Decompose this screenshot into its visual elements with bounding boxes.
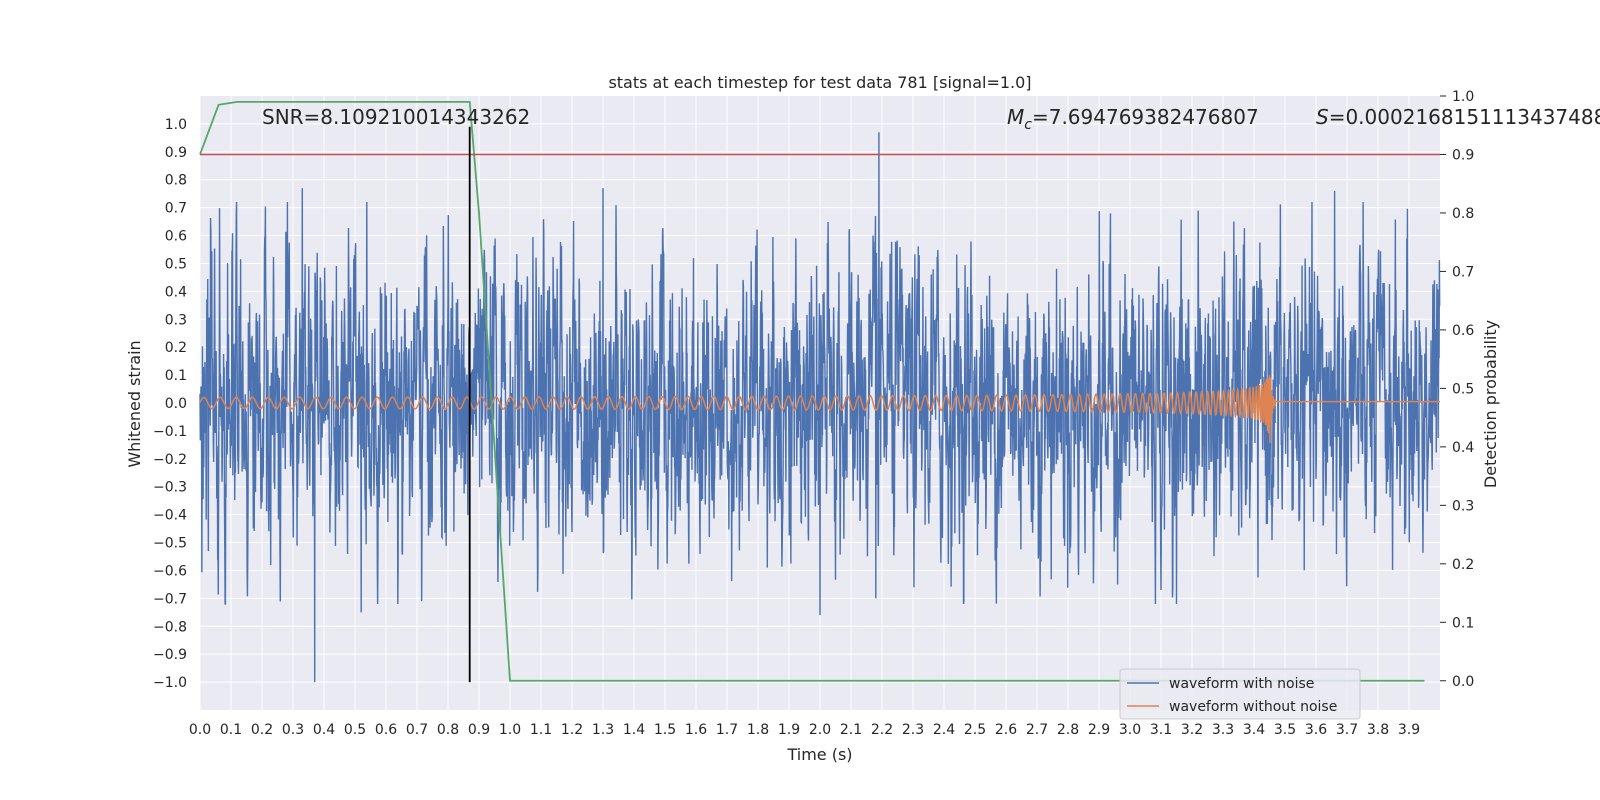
x-tick-label: 1.2 <box>561 722 583 738</box>
y2-tick-label: 0.1 <box>1452 615 1474 631</box>
y2-tick-label: 0.4 <box>1452 440 1474 456</box>
x-tick-label: 3.2 <box>1181 722 1203 738</box>
x-tick-label: 0.1 <box>220 722 242 738</box>
x-tick-label: 0.5 <box>344 722 366 738</box>
y2-tick-label: 0.3 <box>1452 498 1474 514</box>
legend-label-noise: waveform with noise <box>1169 676 1314 692</box>
tick-labels: 0.0 0.1 0.2 0.3 0.4 0.5 0.6 0.7 0.8 0.9 1.0 1.1 1.2 1… <box>153 89 1474 738</box>
x-tick-label: 1.7 <box>716 722 738 738</box>
x-tick-label: 3.3 <box>1212 722 1234 738</box>
x-tick-label: 2.6 <box>995 722 1017 738</box>
y-tick-label: −0.9 <box>153 647 187 663</box>
y-tick-label: 0.4 <box>165 284 187 300</box>
x-tick-label: 1.6 <box>685 722 707 738</box>
x-tick-label: 2.8 <box>1057 722 1079 738</box>
x-tick-label: 2.4 <box>933 722 955 738</box>
waveform-without-noise-line <box>199 374 1440 443</box>
y-tick-label: −0.7 <box>153 591 187 607</box>
x-tick-label: 0.3 <box>282 722 304 738</box>
annotation-chirp-mass: Mc=7.694769382476807 <box>1007 105 1259 133</box>
y-tick-label: −0.4 <box>153 508 187 524</box>
y-tick-label: 1.0 <box>165 117 187 133</box>
x-tick-label: 2.3 <box>902 722 924 738</box>
y2-axis-label: Detection probability <box>1481 320 1500 488</box>
x-tick-label: 1.4 <box>623 722 645 738</box>
legend: waveform with noise waveform without noi… <box>1119 668 1361 720</box>
x-tick-label: 2.7 <box>1026 722 1048 738</box>
s-symbol: S <box>1316 105 1329 129</box>
x-tick-label: 0.7 <box>406 722 428 738</box>
y-tick-label: 0.5 <box>165 256 187 272</box>
series-waveform-without-noise <box>199 374 1440 443</box>
x-axis-label: Time (s) <box>786 745 852 764</box>
y-tick-label: 0.2 <box>165 340 187 356</box>
x-tick-label: 1.0 <box>499 722 521 738</box>
y2-tick-label: 0.8 <box>1452 206 1474 222</box>
y-tick-label: −0.3 <box>153 480 187 496</box>
chart-title: stats at each timestep for test data 781… <box>608 73 1031 92</box>
detection-probability-line <box>199 100 1425 682</box>
x-tick-label: 0.6 <box>375 722 397 738</box>
x-tick-label: 2.5 <box>964 722 986 738</box>
x-tick-label: 3.8 <box>1367 722 1389 738</box>
y-tick-label: −0.2 <box>153 452 187 468</box>
y-tick-label: 0.7 <box>165 201 187 217</box>
y-tick-label: −1.0 <box>153 675 187 691</box>
y-tick-label: 0.6 <box>165 229 187 245</box>
x-tick-label: 0.0 <box>189 722 211 738</box>
series-detection-probability <box>199 100 1425 682</box>
x-tick-label: 2.9 <box>1088 722 1110 738</box>
chirp-mass-value: =7.694769382476807 <box>1032 105 1259 129</box>
y-tick-label: −0.5 <box>153 536 187 552</box>
y2-tick-label: 0.9 <box>1452 147 1474 163</box>
x-tick-label: 0.8 <box>437 722 459 738</box>
x-tick-label: 1.1 <box>530 722 552 738</box>
s-value: =0.0002168151113437488 <box>1329 105 1600 129</box>
x-tick-label: 3.1 <box>1150 722 1172 738</box>
x-tick-label: 0.4 <box>313 722 335 738</box>
y2-tick-label: 1.0 <box>1452 89 1474 105</box>
y-tick-label: −0.8 <box>153 619 187 635</box>
annotation-snr: SNR=8.109210014343262 <box>262 105 530 129</box>
y2-tick-label: 0.6 <box>1452 323 1474 339</box>
x-tick-label: 3.9 <box>1398 722 1420 738</box>
x-tick-label: 3.5 <box>1274 722 1296 738</box>
y2-tick-label: 0.7 <box>1452 264 1474 280</box>
y-tick-label: −0.1 <box>153 424 187 440</box>
y2-tick-label: 0.2 <box>1452 557 1474 573</box>
x-tick-label: 1.3 <box>592 722 614 738</box>
y-tick-label: 0.9 <box>165 145 187 161</box>
y-tick-label: 0.3 <box>165 312 187 328</box>
x-tick-label: 1.8 <box>747 722 769 738</box>
waveform-with-noise-line <box>199 132 1441 683</box>
x-tick-label: 1.5 <box>654 722 676 738</box>
x-tick-label: 3.7 <box>1336 722 1358 738</box>
annotation-s: S=0.0002168151113437488 <box>1316 105 1600 129</box>
x-tick-label: 2.1 <box>840 722 862 738</box>
x-tick-label: 3.6 <box>1305 722 1327 738</box>
legend-box <box>1119 668 1361 720</box>
y-tick-label: −0.6 <box>153 563 187 579</box>
overlay-lines <box>200 126 1440 683</box>
x-tick-label: 3.4 <box>1243 722 1265 738</box>
y-axis-label: Whitened strain <box>125 340 144 467</box>
x-tick-label: 1.9 <box>778 722 800 738</box>
x-tick-label: 3.0 <box>1119 722 1141 738</box>
series-waveform-with-noise <box>199 132 1441 683</box>
y2-tick-label: 0.0 <box>1452 674 1474 690</box>
legend-label-clean: waveform without noise <box>1169 699 1337 715</box>
x-tick-label: 2.2 <box>871 722 893 738</box>
y-tick-label: 0.1 <box>165 368 187 384</box>
y-tick-label: 0.8 <box>165 173 187 189</box>
chirp-mass-subscript: c <box>1024 117 1032 133</box>
x-tick-label: 0.2 <box>251 722 273 738</box>
chirp-mass-symbol: M <box>1007 105 1024 129</box>
x-tick-label: 2.0 <box>809 722 831 738</box>
x-tick-label: 0.9 <box>468 722 490 738</box>
y-tick-label: 0.0 <box>165 396 187 412</box>
y2-tick-label: 0.5 <box>1452 381 1474 397</box>
